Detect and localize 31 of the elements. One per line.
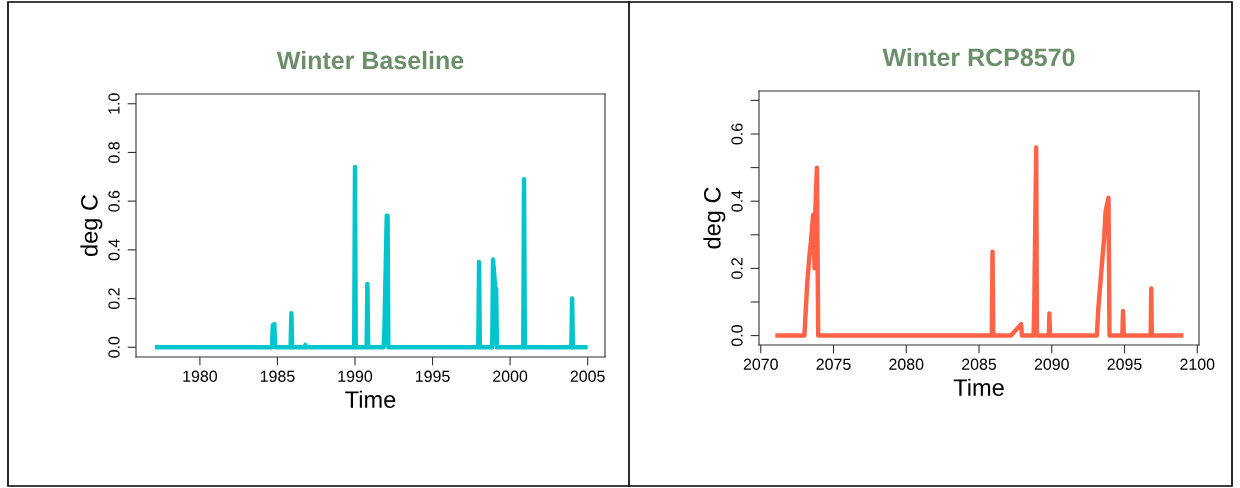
x-tick-label: 2095 [1107, 358, 1142, 370]
y-tick-label: 1.0 [108, 93, 120, 114]
x-tick-label: 2070 [743, 358, 778, 370]
chart-title: Winter Baseline [276, 50, 464, 70]
x-tick-label: 1990 [338, 370, 373, 382]
chart-title: Winter RCP8570 [882, 47, 1075, 67]
y-tick-label: 0.6 [731, 123, 743, 145]
y-axis-title: deg C [703, 187, 726, 249]
y-tick-label: 0.2 [731, 258, 743, 279]
y-tick-label: 0.4 [108, 239, 120, 261]
x-tick-label: 2090 [1034, 358, 1069, 370]
line-series [773, 145, 1186, 338]
x-axis-title: Time [953, 378, 1004, 396]
x-tick-label: 2080 [889, 358, 924, 370]
x-tick-label: 1995 [415, 370, 450, 382]
y-tick-label: 0.0 [108, 336, 120, 358]
y-tick-label: 0.6 [108, 190, 120, 212]
x-tick-label: 2005 [570, 370, 605, 382]
y-tick-label: 0.0 [731, 325, 743, 347]
x-tick-label: 2075 [816, 358, 851, 370]
y-tick-label: 0.8 [108, 142, 120, 163]
x-tick-label: 2100 [1180, 358, 1215, 370]
x-tick-label: 2085 [962, 358, 997, 370]
x-axis-title: Time [345, 390, 396, 408]
x-tick-label: 1980 [183, 370, 218, 382]
y-tick-label: 0.2 [108, 288, 120, 310]
line-series [152, 164, 590, 350]
x-tick-label: 1985 [260, 370, 295, 382]
x-tick-label: 2000 [493, 370, 528, 382]
y-tick-label: 0.4 [731, 190, 743, 212]
y-axis-title: deg C [80, 194, 103, 257]
